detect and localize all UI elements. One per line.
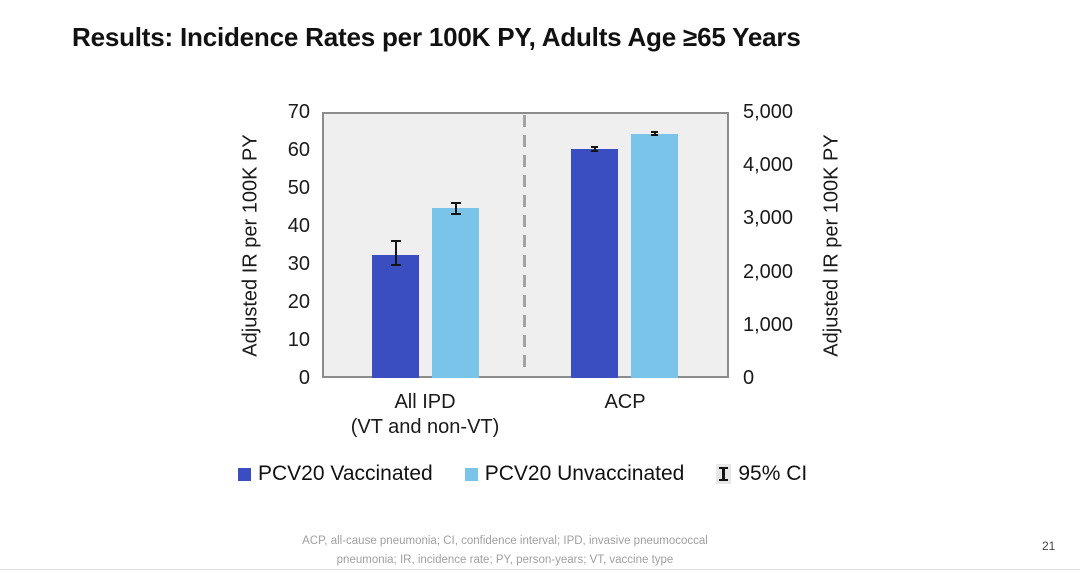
abbreviations-footnote: ACP, all-cause pneumonia; CI, confidence… [205, 532, 805, 570]
error-bar-cap-top [450, 202, 461, 205]
error-bar-all-ipd-vt-and-non-vt-pcv20-unvaccinated [454, 202, 457, 215]
legend-label-95ci: 95% CI [738, 462, 808, 485]
right-axis-tick-4000: 4,000 [743, 154, 794, 177]
category-label-acp: ACP [495, 390, 755, 415]
bar-acp-pcv20-unvaccinated [631, 133, 678, 378]
page-number: 21 [1042, 539, 1056, 553]
legend-label-vaccinated: PCV20 Vaccinated [258, 462, 433, 485]
bar-acp-pcv20-vaccinated [571, 149, 618, 378]
ci-errorbar-icon [716, 464, 732, 484]
group-divider-dashed-line [523, 115, 526, 375]
error-bar-cap-top [651, 131, 658, 134]
right-axis-tick-5000: 5,000 [743, 101, 794, 123]
left-axis-tick-40: 40 [287, 215, 310, 237]
error-bar-cap-bottom [450, 212, 461, 215]
right-axis-tick-2000: 2,000 [743, 260, 794, 283]
left-axis-tick-70: 70 [287, 101, 310, 123]
error-bar-cap-top [591, 146, 598, 149]
bottom-edge-divider [0, 569, 1080, 570]
left-axis-tick-60: 60 [287, 139, 310, 161]
legend-item-95ci: 95% CI [716, 462, 807, 486]
category-label-all-ipd-line2: (VT and non-VT) [350, 416, 500, 438]
footnote-line-1: ACP, all-cause pneumonia; CI, confidence… [302, 535, 708, 547]
chart-legend: PCV20 Vaccinated PCV20 Unvaccinated 95% … [238, 462, 807, 486]
right-axis-tick-1000: 1,000 [743, 313, 794, 336]
vaccinated-swatch-icon [238, 467, 251, 481]
error-bar-cap-bottom [390, 263, 401, 266]
unvaccinated-swatch-icon [464, 467, 478, 481]
category-label-all-ipd-line1: All IPD [394, 391, 456, 413]
legend-item-unvaccinated: PCV20 Unvaccinated [464, 462, 685, 486]
right-axis-tick-3000: 3,000 [743, 207, 794, 230]
right-axis-label: Adjusted IR per 100K PY [820, 134, 843, 357]
error-bar-acp-pcv20-unvaccinated [653, 131, 656, 137]
error-bar-cap-bottom [651, 134, 658, 137]
left-axis-tick-20: 20 [287, 291, 310, 313]
right-axis-tick-0: 0 [743, 367, 755, 389]
bar-all-ipd-vt-and-non-vt-pcv20-vaccinated [372, 254, 419, 378]
error-bar-cap-bottom [591, 150, 598, 153]
category-label-all-ipd: All IPD (VT and non-VT) [295, 390, 555, 440]
error-bar-cap-top [390, 240, 401, 243]
left-axis-tick-0: 0 [298, 367, 310, 389]
category-label-acp-line1: ACP [604, 391, 646, 413]
left-axis-tick-10: 10 [287, 329, 310, 351]
footnote-line-2: pneumonia; IR, incidence rate; PY, perso… [336, 554, 674, 566]
left-axis-tick-30: 30 [287, 253, 310, 275]
bar-all-ipd-vt-and-non-vt-pcv20-unvaccinated [432, 207, 479, 378]
error-bar-acp-pcv20-vaccinated [593, 146, 596, 153]
left-axis-tick-50: 50 [287, 177, 310, 199]
legend-label-unvaccinated: PCV20 Unvaccinated [484, 462, 685, 485]
error-bar-all-ipd-vt-and-non-vt-pcv20-vaccinated [394, 240, 397, 266]
page-title: Results: Incidence Rates per 100K PY, Ad… [72, 22, 801, 52]
legend-item-vaccinated: PCV20 Vaccinated [238, 462, 433, 486]
